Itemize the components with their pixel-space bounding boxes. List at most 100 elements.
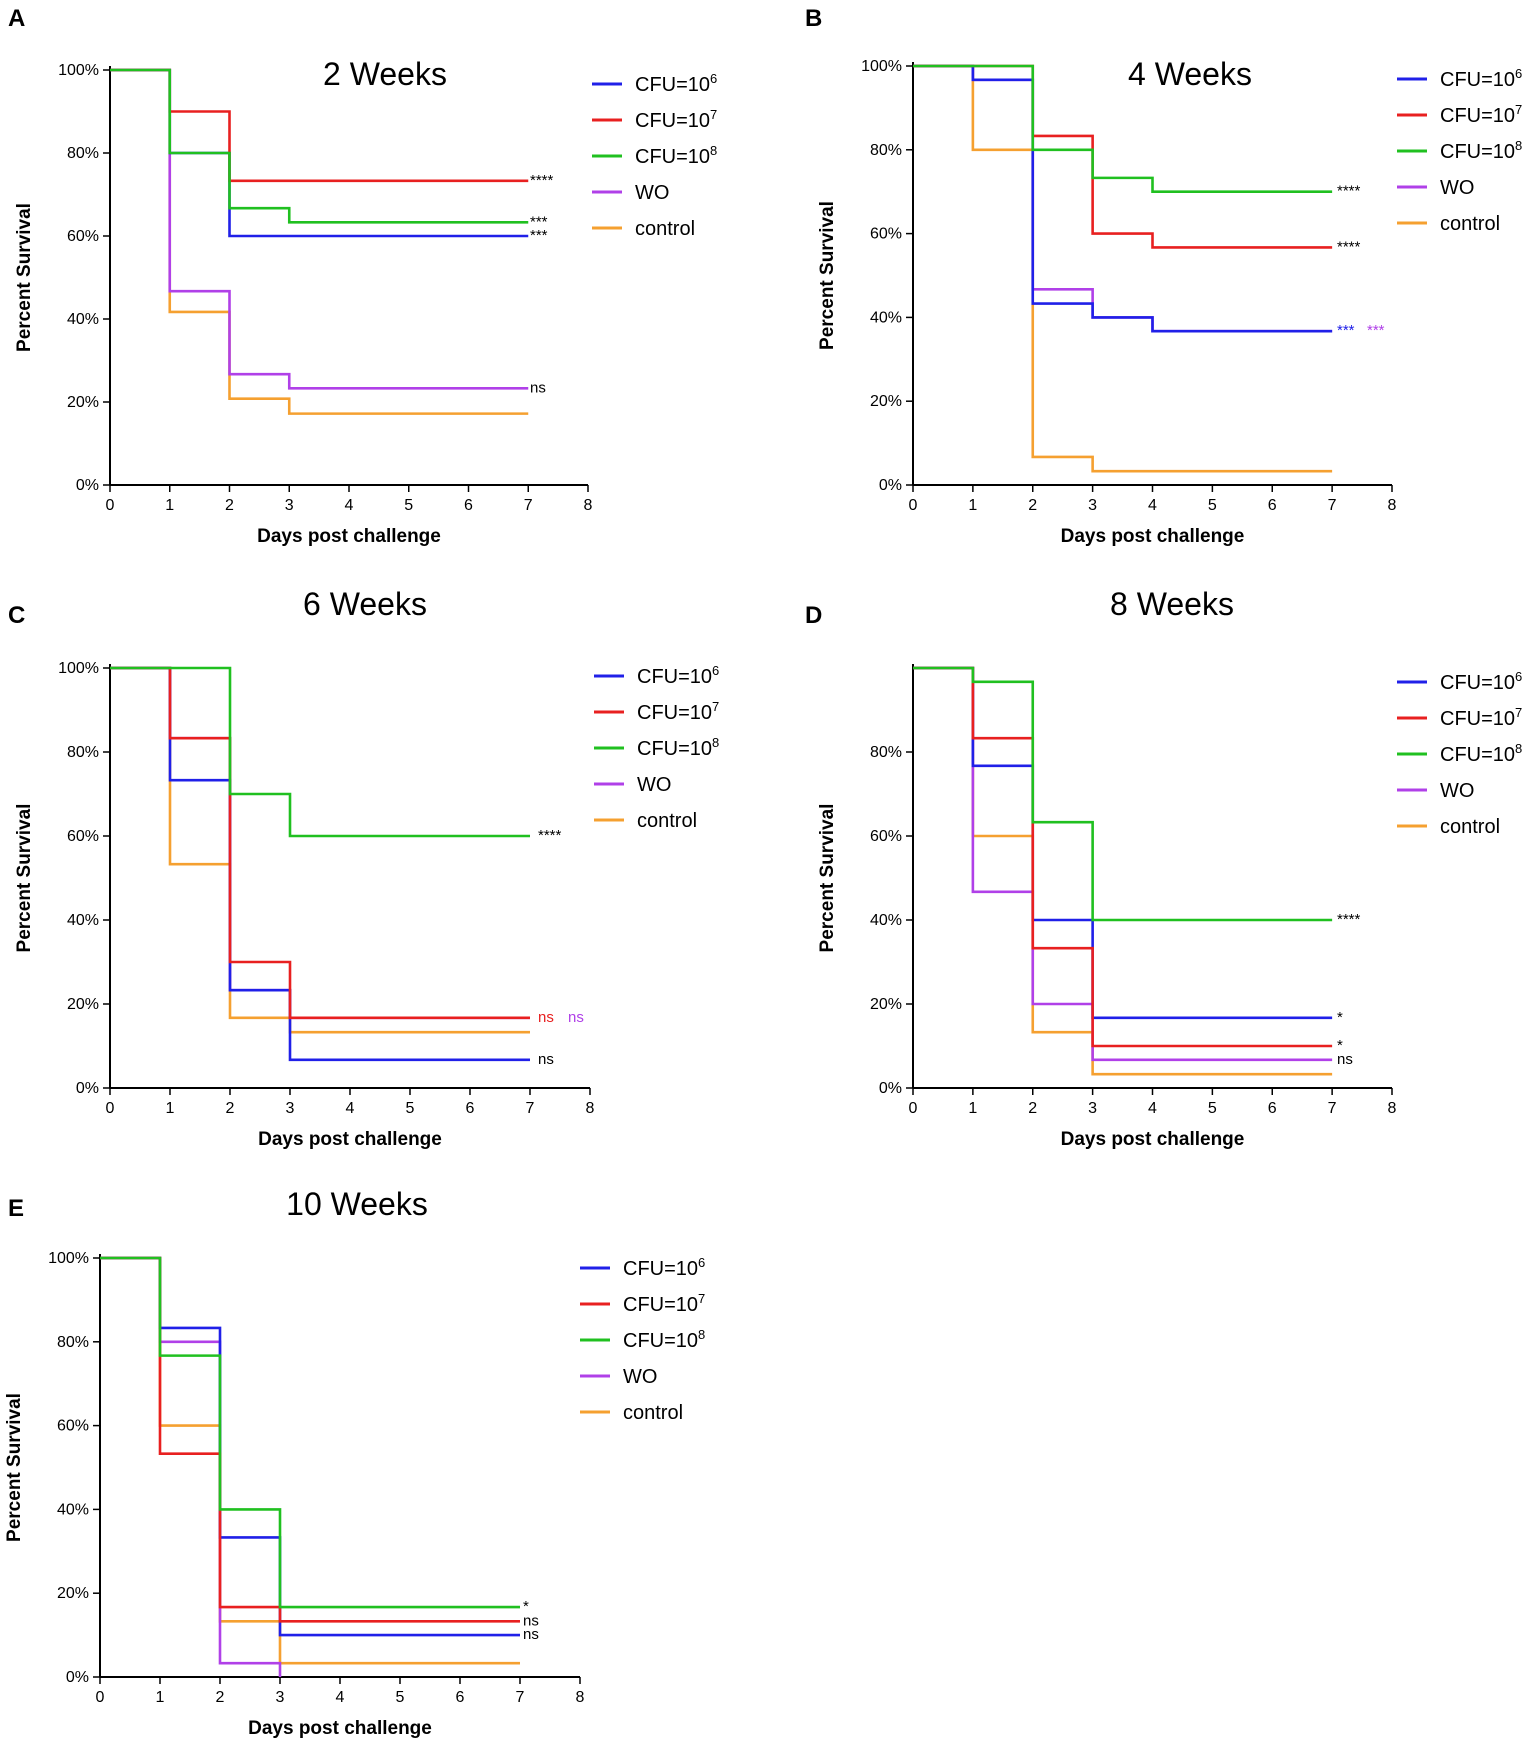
- significance-label: ns: [523, 1612, 539, 1629]
- legend-label-main: CFU=10: [637, 666, 712, 688]
- x-tick-label: 8: [584, 497, 593, 514]
- legend-label: WO: [623, 1366, 657, 1388]
- legend-label: control: [1440, 816, 1500, 838]
- legend-label-main: CFU=10: [637, 702, 712, 724]
- legend-label-main: CFU=10: [635, 74, 710, 96]
- legend-label-superscript: 8: [1515, 138, 1522, 153]
- legend-label: control: [637, 810, 697, 832]
- x-tick-label: 2: [226, 1100, 235, 1117]
- x-tick-label: 0: [96, 1689, 105, 1706]
- x-tick-label: 7: [526, 1100, 535, 1117]
- y-tick-label: 0%: [76, 1080, 99, 1097]
- series-line: [913, 64, 1333, 249]
- y-axis-label: Percent Survival: [817, 201, 838, 350]
- series-line: [100, 1256, 520, 1609]
- legend-label: control: [635, 218, 695, 240]
- y-tick-label: 40%: [57, 1501, 89, 1518]
- legend-label-superscript: 8: [698, 1327, 705, 1342]
- x-tick-label: 0: [909, 497, 918, 514]
- chart-title: 4 Weeks: [1128, 56, 1252, 92]
- significance-label: ****: [538, 827, 562, 844]
- x-tick-label: 7: [524, 497, 533, 514]
- x-tick-label: 5: [1208, 497, 1217, 514]
- x-tick-label: 3: [1088, 497, 1097, 514]
- y-tick-label: 0%: [879, 1080, 902, 1097]
- legend-label-main: CFU=10: [1440, 69, 1515, 91]
- x-tick-label: 1: [166, 1100, 175, 1117]
- series-line: [100, 1256, 282, 1677]
- x-tick-label: 7: [1328, 497, 1337, 514]
- series-line: [110, 666, 530, 1034]
- y-tick-label: 60%: [57, 1418, 89, 1435]
- legend-label-main: CFU=10: [1440, 672, 1515, 694]
- x-axis-label: Days post challenge: [1061, 526, 1245, 547]
- legend-label-main: control: [637, 810, 697, 832]
- legend-label: CFU=107: [1440, 705, 1522, 730]
- x-tick-label: 0: [106, 1100, 115, 1117]
- y-tick-label: 20%: [67, 996, 99, 1013]
- legend-label-main: WO: [637, 774, 671, 796]
- legend-label: CFU=106: [623, 1255, 705, 1280]
- significance-label: ns: [530, 379, 546, 396]
- series-line: [913, 666, 1333, 1076]
- series-line: [100, 1256, 520, 1665]
- legend-label-superscript: 8: [712, 735, 719, 750]
- x-tick-label: 0: [909, 1100, 918, 1117]
- legend-label-main: CFU=10: [623, 1330, 698, 1352]
- y-tick-label: 40%: [67, 311, 99, 328]
- legend-label: CFU=108: [1440, 138, 1522, 163]
- legend-label: CFU=107: [635, 107, 717, 132]
- series-line: [110, 68, 529, 224]
- x-axis-label: Days post challenge: [258, 1129, 442, 1150]
- series-line: [913, 666, 1333, 1020]
- significance-label: ****: [530, 172, 554, 189]
- series-line: [913, 666, 1333, 1048]
- legend-label-superscript: 6: [712, 663, 719, 678]
- y-tick-label: 60%: [870, 226, 902, 243]
- series-line: [110, 666, 530, 1020]
- legend-label: CFU=107: [1440, 102, 1522, 127]
- y-tick-label: 40%: [870, 912, 902, 929]
- panel-letter: E: [8, 1195, 24, 1222]
- x-tick-label: 2: [1028, 497, 1037, 514]
- series-line: [913, 64, 1333, 473]
- x-tick-label: 0: [106, 497, 115, 514]
- legend-label-main: WO: [1440, 177, 1474, 199]
- x-tick-label: 4: [345, 497, 354, 514]
- y-tick-label: 80%: [870, 744, 902, 761]
- legend-label-superscript: 7: [712, 699, 719, 714]
- legend-label: CFU=108: [635, 143, 717, 168]
- x-tick-label: 3: [1088, 1100, 1097, 1117]
- x-tick-label: 4: [336, 1689, 345, 1706]
- significance-label: ****: [1337, 183, 1361, 200]
- legend-label: CFU=108: [1440, 741, 1522, 766]
- x-tick-label: 2: [216, 1689, 225, 1706]
- x-tick-label: 8: [1388, 1100, 1397, 1117]
- series-line: [110, 68, 529, 415]
- y-tick-label: 0%: [66, 1669, 89, 1686]
- panel-letter: B: [805, 5, 822, 32]
- y-axis-label: Percent Survival: [14, 804, 35, 953]
- chart-title: 8 Weeks: [1110, 586, 1234, 622]
- series-line: [110, 68, 529, 183]
- x-tick-label: 6: [464, 497, 473, 514]
- legend-label-main: control: [623, 1402, 683, 1424]
- x-tick-label: 5: [406, 1100, 415, 1117]
- legend-label-superscript: 7: [1515, 705, 1522, 720]
- series-line: [913, 666, 1333, 1062]
- significance-label: ***: [1367, 322, 1385, 339]
- x-axis-label: Days post challenge: [1061, 1129, 1245, 1150]
- legend-label-main: CFU=10: [637, 738, 712, 760]
- chart-title: 6 Weeks: [303, 586, 427, 622]
- y-tick-label: 60%: [67, 828, 99, 845]
- y-tick-label: 60%: [67, 228, 99, 245]
- legend-label-superscript: 8: [710, 143, 717, 158]
- significance-label: ***: [530, 227, 548, 244]
- legend-label: WO: [1440, 177, 1474, 199]
- y-tick-label: 80%: [67, 145, 99, 162]
- series-line: [913, 64, 1333, 333]
